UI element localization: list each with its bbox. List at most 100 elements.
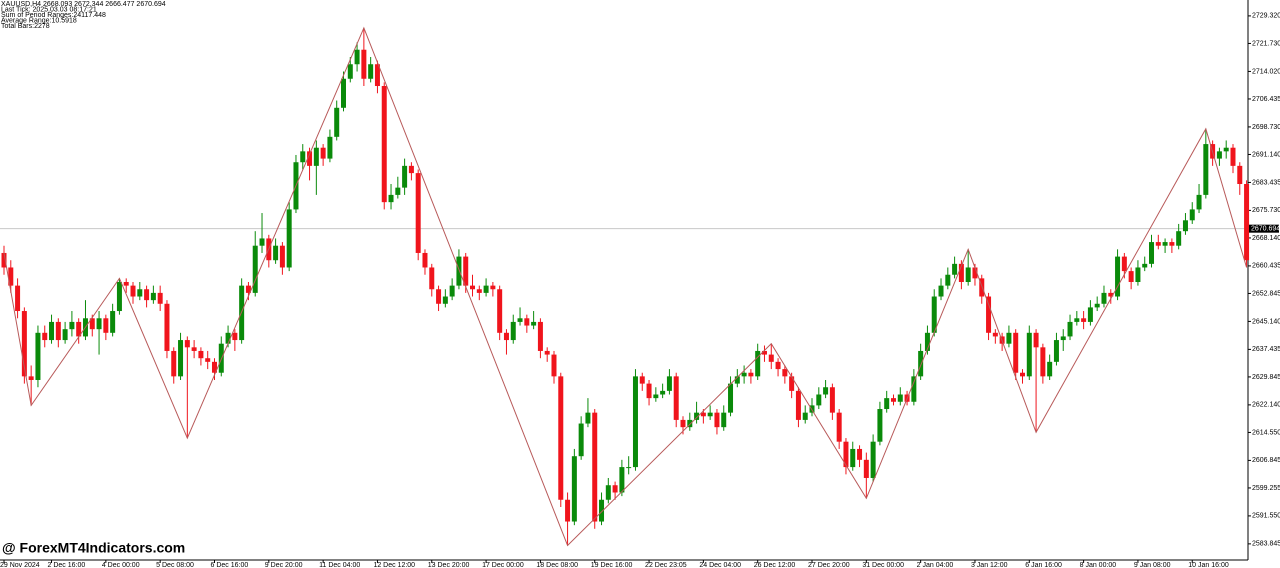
x-tick-label: 26 Dec 12:00	[754, 562, 796, 568]
y-tick-label: 2729.320	[1252, 13, 1280, 20]
candle-body	[687, 419, 693, 428]
candle-body	[979, 278, 985, 297]
candle-body	[157, 292, 163, 304]
candle-body	[150, 292, 156, 301]
candle-body	[877, 409, 883, 442]
candle-body	[334, 107, 340, 137]
candle-body	[503, 332, 509, 341]
candle-body	[1081, 318, 1087, 322]
candle-body	[748, 372, 754, 377]
y-tick-label: 2622.140	[1252, 402, 1280, 409]
candle-body	[1162, 242, 1168, 246]
candle-body	[313, 147, 319, 166]
y-tick-label: 2714.020	[1252, 68, 1280, 75]
candle-body	[870, 441, 876, 478]
candle-body	[28, 376, 34, 380]
y-tick-label: 2698.730	[1252, 124, 1280, 131]
candle-body	[626, 467, 632, 469]
candle-body	[123, 281, 129, 286]
candle-body	[789, 376, 795, 391]
candle-body	[605, 485, 611, 500]
candle-body	[1060, 336, 1066, 341]
candle-body	[307, 151, 313, 166]
candle-body	[728, 383, 734, 413]
candle-body	[897, 394, 903, 402]
candle-body	[225, 332, 231, 344]
candle-body	[1006, 332, 1012, 344]
x-tick-label: 2 Jan 04:00	[917, 562, 954, 568]
candle-body	[456, 256, 462, 286]
candle-body	[171, 350, 177, 377]
candle-body	[1182, 220, 1188, 232]
candle-body	[1169, 242, 1175, 246]
candle-body	[816, 394, 822, 406]
candle-body	[646, 383, 652, 399]
candle-body	[918, 350, 924, 377]
x-tick-label: 31 Dec 00:00	[862, 562, 904, 568]
candle-body	[761, 350, 767, 355]
candle-body	[1121, 256, 1127, 272]
candle-body	[741, 372, 747, 377]
candle-body	[857, 448, 863, 460]
candle-body	[341, 78, 346, 108]
y-tick-label: 2637.435	[1252, 346, 1280, 353]
candle-body	[1128, 271, 1134, 282]
candle-body	[1189, 209, 1195, 221]
x-tick-label: 10 Jan 16:00	[1188, 562, 1229, 568]
candle-body	[381, 86, 387, 203]
candle-body	[198, 350, 204, 359]
candle-body	[110, 311, 116, 333]
candle-body	[279, 245, 285, 268]
candle-body	[415, 173, 421, 253]
candle-body	[986, 296, 992, 333]
candle-body	[755, 350, 761, 377]
candle-body	[388, 194, 394, 203]
y-tick-label: 2629.845	[1252, 374, 1280, 381]
candle-body	[1067, 321, 1073, 337]
candle-body	[585, 412, 591, 424]
candle-body	[972, 267, 978, 279]
candle-body	[524, 318, 530, 326]
candle-body	[184, 340, 190, 348]
y-tick-label: 2614.550	[1252, 429, 1280, 436]
candle-body	[1176, 231, 1182, 246]
candle-body	[517, 318, 523, 322]
current-price-label: 2670.694	[1251, 226, 1280, 233]
candle-body	[286, 209, 292, 268]
candle-body	[470, 285, 476, 290]
candle-body	[252, 245, 258, 293]
candle-body	[130, 285, 136, 297]
candle-body	[592, 412, 598, 522]
candle-body	[21, 311, 27, 377]
candle-body	[551, 354, 557, 377]
candle-body	[884, 398, 890, 410]
candle-body	[945, 274, 951, 286]
candle-body	[55, 321, 61, 341]
candle-body	[395, 187, 401, 195]
candle-body	[1223, 147, 1229, 152]
x-tick-label: 12 Dec 12:00	[373, 562, 415, 568]
x-tick-label: 19 Dec 16:00	[591, 562, 633, 568]
candle-body	[965, 267, 971, 282]
candle-body	[96, 318, 102, 330]
watermark: @ ForexMT4Indicators.com	[2, 540, 185, 556]
candle-body	[1196, 194, 1202, 210]
y-tick-label: 2645.140	[1252, 318, 1280, 325]
candle-body	[300, 151, 306, 163]
candle-body	[76, 321, 82, 337]
candle-body	[721, 412, 727, 428]
candle-body	[1108, 292, 1114, 297]
candle-body	[42, 332, 48, 341]
candle-body	[619, 467, 625, 493]
x-tick-label: 17 Dec 00:00	[482, 562, 524, 568]
candle-body	[1216, 151, 1222, 159]
candle-body	[327, 136, 333, 159]
candle-body	[1040, 347, 1046, 377]
candle-body	[1013, 332, 1019, 373]
candle-body	[782, 369, 788, 377]
y-tick-label: 2675.730	[1252, 207, 1280, 214]
candle-body	[863, 459, 869, 478]
x-tick-label: 2 Dec 16:00	[48, 562, 86, 568]
candle-body	[537, 321, 543, 351]
